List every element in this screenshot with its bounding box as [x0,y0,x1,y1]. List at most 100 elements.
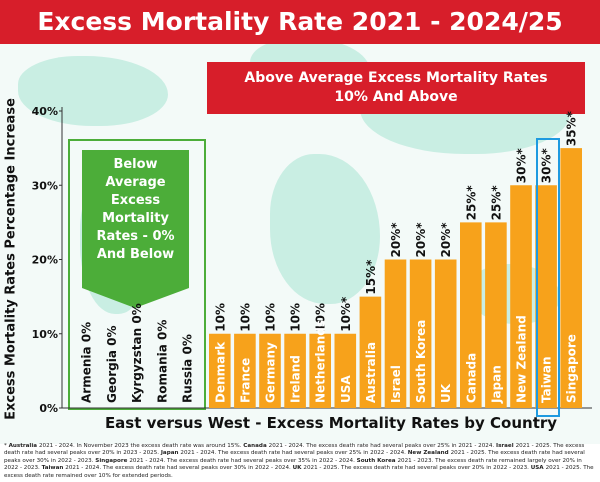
footnote-text: 2021 - 2024. The excess death rate had s… [180,450,408,457]
bar-value-label: 30%* [540,148,554,184]
bar-category-label: Ireland [289,355,303,403]
bar-category-label: UK [439,383,453,403]
zero-bar-value: 0% [80,322,94,342]
y-axis: 0% 10% 20% 30% 40% [32,105,592,415]
bar-category-label: Netherlands [314,320,328,403]
footnote-country: New Zealand [407,450,451,457]
below-line-1: Below [113,157,158,172]
above-banner-line-1: Above Average Excess Mortality Rates [244,70,548,86]
footnote-country: Taiwan [41,465,66,472]
bar-value-label: 30%* [515,148,529,184]
bar-category-label: Taiwan [540,356,554,403]
bar-japan [485,222,507,408]
bar-category-label: South Korea [414,320,428,403]
above-average-banner: Above Average Excess Mortality Rates 10%… [207,62,585,114]
bar-singapore [560,148,582,408]
zero-bar-category: Armenia [80,342,94,403]
bar-value-label: 20%* [414,222,428,258]
footnote-text: 2021 - 2025. The excess death rate had s… [4,443,585,457]
bar-value-label: 10% [289,303,303,332]
footnote-text: 2021 - 2024. The excess death rate had s… [65,465,293,472]
bar-category-label: Canada [464,353,478,403]
below-line-3: Excess [110,193,161,208]
bar-new-zealand [510,185,532,408]
bar-israel [384,259,407,408]
bar-value-label: 25%* [464,185,478,221]
zero-bar-value: 0% [181,334,195,354]
bar-australia [359,296,382,408]
taiwan-highlight-frame [536,138,560,417]
zero-bar-label: Romania 0% [155,320,169,403]
bar-value-label: 10% [213,303,227,332]
bar-texts: Armenia 0%Georgia 0% Kyrgyzstan 0%Romania… [80,110,579,404]
below-badge-arrow [82,288,189,308]
below-line-6: And Below [96,247,175,262]
zero-bar-label: Georgia 0% [105,325,119,403]
zero-bar-label: Armenia 0% [80,322,94,403]
footnote-country: Israel [495,443,516,449]
bar-category-label: Israel [389,365,403,403]
zero-bar-category: Russia [181,355,195,403]
footnote-country: Singapore [95,457,130,464]
footnote: * Australia 2021 - 2024. In November 202… [4,443,596,480]
zero-bar-category: Kyrgyzstan [130,324,144,403]
bar-category-label: Denmark [213,341,227,403]
bar-category-label: Singapore [565,334,579,403]
bar-netherlands [309,333,331,408]
bar-category-label: New Zealand [515,315,529,403]
bar-value-label: 10%* [339,296,353,332]
bar-denmark [209,333,231,408]
bar-uk [434,259,457,408]
footnote-text: 2021 - 2023. The excess death rate remai… [4,457,582,472]
footnote-asterisk: * [4,443,9,449]
chart-title: Excess Mortality Rate 2021 - 2024/25 [0,0,600,44]
bar-usa [334,333,357,408]
bar-france [234,333,256,408]
bar-ireland [284,333,306,408]
bar-category-label: Japan [489,365,503,404]
zero-bar-value: 0% [155,320,169,340]
below-average-badge: Below Average Excess Mortality Rates - 0… [82,150,189,288]
below-average-frame [68,139,206,410]
footnote-country: UK [292,465,304,472]
footnote-text: 2021 - 2024. The excess death rate had s… [268,443,496,449]
bar-value-label: 35%* [565,110,579,146]
zero-bar-value: 0% [105,325,119,345]
y-tick-label: 40% [32,105,58,118]
y-tick-label: 0% [39,402,58,415]
below-line-2: Average [105,175,166,190]
below-line-5: Rates - 0% [96,229,175,244]
y-axis-label-wrap: Excess Mortality Rates Percentage Increa… [2,98,20,420]
footnote-text: 2021 - 2024. The excess death rate had s… [129,457,357,464]
bar-value-label: 15%* [364,259,378,295]
bar-germany [259,333,281,408]
x-axis-label: East versus West - Excess Mortality Rate… [104,414,558,432]
zero-bar-category: Georgia [105,346,119,403]
footnote-text: 2021 - 2025. The excess death rate remai… [4,465,594,479]
bar-south-korea [409,259,432,408]
bar-taiwan [535,185,557,408]
zero-bar-label: Russia 0% [181,334,195,403]
zero-bar-value: 0% [130,303,144,323]
footnote-country: USA [530,465,546,472]
bar-category-label: Australia [364,342,378,403]
y-tick-label: 20% [32,254,58,267]
footnote-country: South Korea [356,457,398,464]
bar-value-label: 10% [264,303,278,332]
zero-bar-label: Kyrgyzstan 0% [130,303,144,403]
footnote-country: Canada [243,443,269,449]
footnote-text: 2021 - 2025. The excess death rate had s… [303,465,531,472]
footnote-text: 2021 - 2024. In November 2023 the excess… [38,443,244,449]
bars [209,148,582,408]
bar-category-label: Germany [264,342,278,403]
zero-bar-category: Romania [155,340,169,403]
bar-category-label: France [238,358,252,403]
footnote-country: Australia [8,443,39,449]
y-tick-label: 30% [32,179,58,192]
bar-value-label: 25%* [489,185,503,221]
bar-canada [460,222,482,408]
bar-value-label: 10% [238,303,252,332]
bar-value-label: 10% [314,303,328,332]
